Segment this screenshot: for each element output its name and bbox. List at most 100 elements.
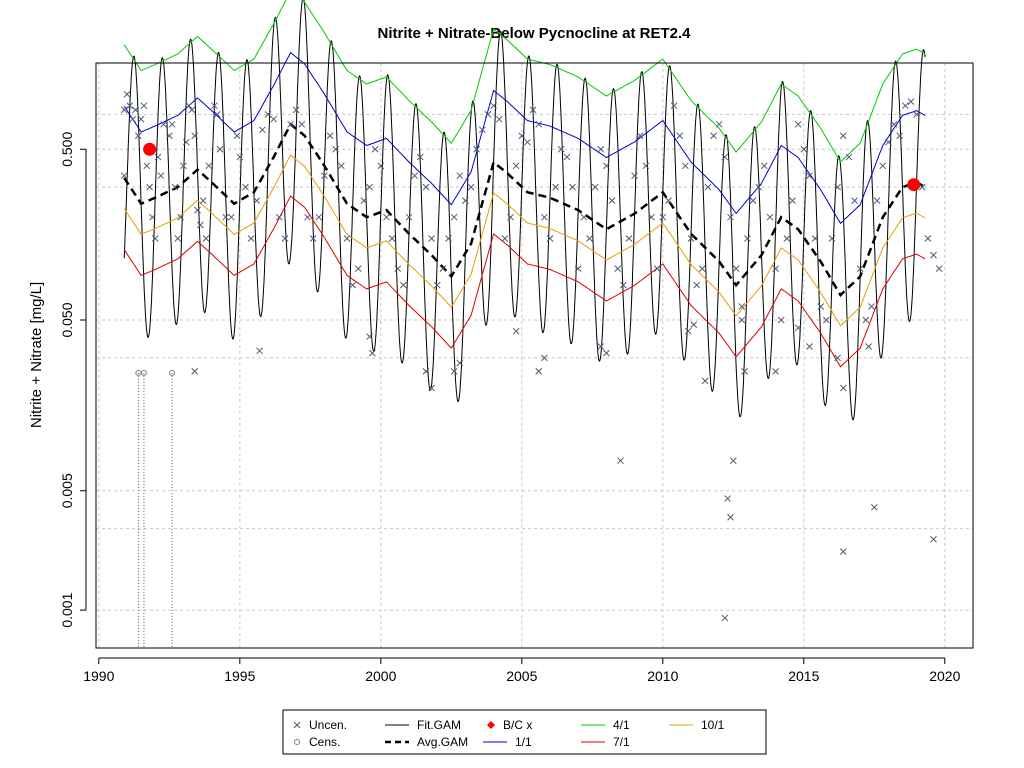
uncensored-point	[693, 281, 700, 289]
uncensored-point	[354, 265, 362, 272]
bc-point	[143, 142, 157, 156]
uncensored-point	[524, 138, 531, 146]
uncensored-point	[149, 213, 156, 221]
uncensored-point	[896, 132, 904, 140]
uncensored-point	[935, 265, 943, 272]
uncensored-point	[603, 162, 610, 170]
uncensored-point	[541, 213, 548, 221]
legend-item: 1/1	[483, 735, 532, 749]
uncensored-point	[275, 213, 283, 221]
uncensored-point	[484, 111, 492, 118]
uncensored-point	[315, 213, 323, 221]
uncensored-point	[865, 343, 873, 350]
uncensored-point	[913, 111, 920, 118]
y-tick-label: 0.001	[59, 592, 75, 627]
uncensored-point	[563, 153, 571, 161]
bc-point	[907, 178, 921, 192]
series-line-10-1	[123, 154, 926, 327]
uncensored-point	[456, 172, 464, 180]
legend-label: 7/1	[613, 735, 630, 749]
uncensored-point	[264, 111, 272, 118]
uncensored-point	[597, 145, 605, 153]
uncensored-point	[631, 172, 638, 180]
uncensored-point	[625, 235, 633, 242]
uncensored-point	[360, 197, 368, 205]
uncensored-point	[321, 172, 328, 180]
uncensored-point	[828, 235, 836, 242]
uncensored-point	[608, 197, 616, 205]
legend-item: 4/1	[581, 718, 630, 732]
uncensored-point	[676, 132, 684, 140]
uncensored-point	[529, 106, 537, 114]
uncensored-point	[591, 183, 599, 191]
uncensored-point	[202, 235, 210, 242]
uncensored-point	[157, 172, 165, 180]
uncensored-point	[727, 213, 734, 221]
uncensored-point	[185, 102, 193, 110]
uncensored-point	[222, 213, 230, 221]
legend-item: Uncen.	[293, 718, 347, 732]
uncensored-point	[132, 106, 139, 114]
uncensored-point	[772, 265, 779, 272]
uncensored-point	[603, 349, 610, 357]
uncensored-point	[690, 321, 698, 328]
series-line-4-1	[123, 0, 926, 163]
uncensored-point	[507, 213, 514, 221]
uncensored-point	[557, 145, 565, 153]
plot-frame	[95, 62, 974, 649]
legend-label: Uncen.	[309, 718, 347, 732]
uncensored-point	[710, 132, 717, 140]
series-line-fit-gam	[123, 0, 926, 421]
uncensored-point	[371, 145, 379, 153]
uncensored-point	[901, 102, 909, 110]
uncensored-point	[377, 162, 385, 170]
uncensored-point	[817, 303, 825, 310]
uncensored-point	[177, 213, 184, 221]
uncensored-point	[704, 183, 712, 191]
uncensored-point	[369, 349, 376, 357]
uncensored-point	[242, 183, 249, 191]
uncensored-point	[648, 213, 655, 221]
uncensored-point	[586, 235, 593, 242]
legend-label: 4/1	[613, 718, 630, 732]
uncensored-point	[205, 162, 213, 170]
legend-item: B/C x	[487, 718, 532, 732]
uncensored-point	[411, 172, 419, 180]
legend-swatch	[294, 739, 300, 745]
uncensored-point	[456, 359, 464, 367]
uncensored-point	[422, 368, 430, 375]
uncensored-point	[721, 614, 729, 622]
uncensored-point	[196, 221, 204, 229]
legend-item: Fit.GAM	[385, 718, 461, 732]
legend-item: 7/1	[581, 735, 630, 749]
uncensored-point	[930, 535, 937, 543]
uncensored-point	[439, 265, 447, 272]
legend-item: 10/1	[669, 718, 725, 732]
uncensored-point	[834, 354, 841, 362]
series-line-avg-gam	[123, 122, 926, 298]
uncensored-point	[552, 183, 560, 191]
uncensored-point	[766, 213, 774, 221]
legend-box	[282, 709, 767, 755]
uncensored-point	[337, 162, 345, 170]
uncensored-point	[216, 145, 224, 153]
uncensored-point	[845, 153, 853, 161]
uncensored-point	[512, 162, 520, 170]
uncensored-point	[670, 102, 678, 110]
uncensored-point	[729, 457, 737, 465]
uncensored-point	[171, 183, 179, 191]
uncensored-point	[806, 172, 813, 180]
uncensored-point	[450, 213, 458, 221]
uncensored-point	[890, 120, 898, 128]
uncensored-point	[760, 162, 768, 170]
uncensored-point	[811, 235, 819, 242]
uncensored-point	[467, 183, 475, 191]
y-tick-label: 0.050	[59, 302, 75, 337]
uncensored-point	[687, 235, 695, 242]
uncensored-point	[721, 153, 729, 161]
censored-point	[135, 369, 142, 376]
uncensored-point	[199, 197, 207, 205]
y-tick-label: 0.500	[59, 132, 75, 167]
uncensored-point	[744, 235, 751, 242]
uncensored-point	[165, 132, 173, 140]
